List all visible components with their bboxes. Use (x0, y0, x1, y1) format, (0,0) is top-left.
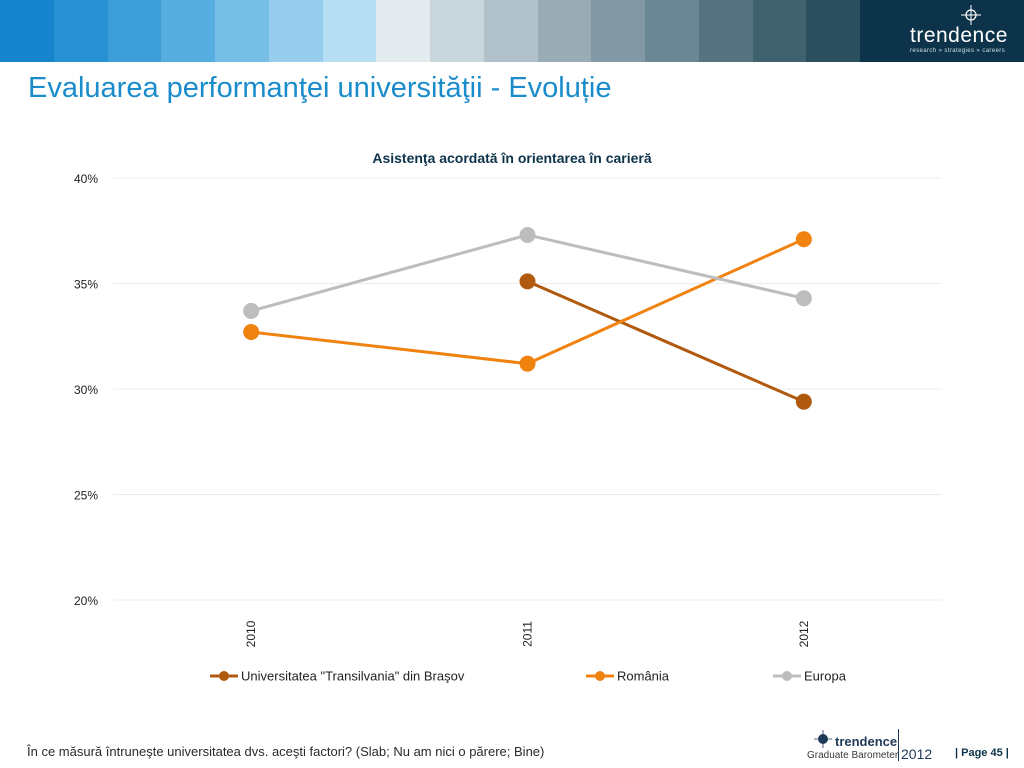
header-band-segment (268, 0, 323, 62)
data-point (519, 226, 536, 243)
y-axis-ticks: 40% 35% 30% 25% 20% (74, 172, 98, 608)
header-band-segment (483, 0, 538, 62)
footer-logo: trendence Graduate Barometer 2012 (805, 725, 945, 765)
header-band-segment (430, 0, 484, 62)
header-band-segment (161, 0, 215, 62)
legend-marker (782, 671, 792, 681)
y-tick-label: 40% (74, 172, 98, 186)
series-line (250, 233, 805, 313)
footer-logo-mark-icon (814, 730, 832, 748)
data-point (795, 290, 812, 307)
legend-marker (595, 671, 605, 681)
footer-logo-brand: trendence (835, 734, 898, 749)
data-point (519, 355, 536, 372)
header-band-segment (752, 0, 807, 62)
header-band-segment (0, 0, 54, 62)
header-band-segment (698, 0, 753, 62)
header-band-segment (376, 0, 430, 62)
chart-legend: Universitatea "Transilvania" din Braşov R… (210, 669, 847, 684)
page-title: Evaluarea performanţei universităţii - E… (28, 72, 612, 104)
survey-question: În ce măsură întruneşte universitatea dv… (27, 744, 545, 759)
x-tick-label: 2012 (797, 620, 811, 647)
page-number: | Page 45 | (955, 747, 1009, 759)
y-tick-label: 35% (74, 278, 98, 292)
header-band-segment (322, 0, 377, 62)
x-tick-label: 2011 (521, 621, 535, 647)
x-tick-label: 2010 (244, 620, 258, 647)
header-brand-box: trendence research » strategies » career… (860, 0, 1024, 62)
data-point (243, 302, 260, 319)
footer-logo-separator (898, 729, 899, 761)
header-color-band (0, 0, 1024, 62)
header-band-segment (806, 0, 860, 62)
footer-logo-year: 2012 (901, 746, 933, 762)
legend-label: Universitatea "Transilvania" din Braşov (241, 669, 465, 684)
header-band-segment (645, 0, 699, 62)
series-line (250, 237, 805, 366)
data-point (243, 324, 260, 341)
header-band-segment (107, 0, 162, 62)
chart-series (243, 226, 812, 410)
brand-name: trendence (910, 24, 1008, 47)
legend-marker (219, 671, 229, 681)
legend-label: Europa (804, 669, 847, 684)
y-tick-label: 20% (74, 594, 98, 608)
data-point (519, 273, 536, 290)
footer-logo-subtitle: Graduate Barometer (807, 750, 899, 761)
legend-label: România (617, 669, 670, 684)
brand-star-icon (961, 5, 981, 25)
header-band-segment (537, 0, 592, 62)
chart-title: Asistenţa acordată în orientarea în cari… (372, 150, 652, 166)
x-axis-ticks: 2010 2011 2012 (244, 620, 811, 647)
chart-gridlines (113, 177, 942, 601)
line-chart: Asistenţa acordată în orientarea în cari… (74, 150, 942, 684)
data-point (795, 231, 812, 248)
header-band-segment (215, 0, 269, 62)
series-line (526, 280, 805, 404)
y-tick-label: 25% (74, 489, 98, 503)
brand-tagline: research » strategies » careers (910, 48, 1006, 54)
header-band-segment (53, 0, 108, 62)
header-band-segment (591, 0, 645, 62)
y-tick-label: 30% (74, 383, 98, 397)
data-point (795, 393, 812, 410)
